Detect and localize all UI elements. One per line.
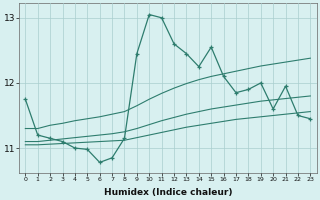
X-axis label: Humidex (Indice chaleur): Humidex (Indice chaleur)	[104, 188, 232, 197]
